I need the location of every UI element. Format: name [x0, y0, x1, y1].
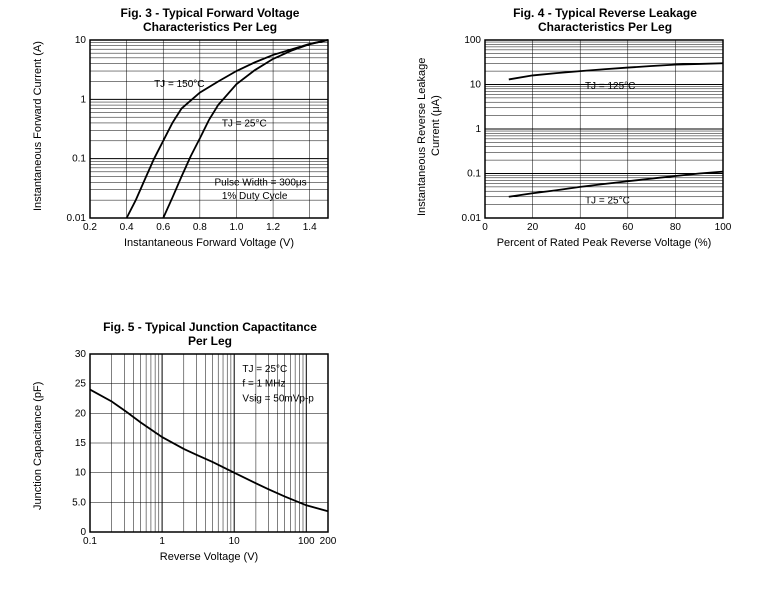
fig4-ylabel-l1: Instantaneous Reverse Leakage: [416, 58, 428, 216]
svg-text:200: 200: [320, 536, 337, 547]
svg-text:10: 10: [75, 35, 87, 46]
svg-text:20: 20: [75, 408, 87, 419]
svg-text:0.1: 0.1: [72, 153, 86, 164]
svg-text:0.6: 0.6: [156, 222, 170, 233]
svg-text:1% Duty Cycle: 1% Duty Cycle: [222, 191, 288, 202]
svg-text:30: 30: [75, 349, 87, 360]
svg-text:25: 25: [75, 378, 87, 389]
svg-text:TJ = 25°C: TJ = 25°C: [222, 118, 267, 129]
svg-text:0.01: 0.01: [462, 213, 482, 224]
svg-text:0.1: 0.1: [467, 168, 481, 179]
svg-text:0: 0: [80, 527, 86, 538]
svg-text:Instantaneous Forward Voltage: Instantaneous Forward Voltage (V): [124, 237, 294, 249]
svg-text:10: 10: [229, 536, 241, 547]
svg-text:0.8: 0.8: [193, 222, 207, 233]
svg-text:100: 100: [298, 536, 315, 547]
fig5-title: Fig. 5 - Typical Junction Capactitance P…: [70, 320, 350, 349]
fig4-container: Fig. 4 - Typical Reverse Leakage Charact…: [420, 6, 750, 260]
svg-text:80: 80: [670, 222, 682, 233]
svg-text:1: 1: [475, 124, 481, 135]
svg-text:Vsig = 50mVp-p: Vsig = 50mVp-p: [242, 393, 314, 404]
fig4-title: Fig. 4 - Typical Reverse Leakage Charact…: [460, 6, 750, 35]
svg-text:1.0: 1.0: [230, 222, 244, 233]
svg-text:10: 10: [75, 467, 87, 478]
svg-text:0.4: 0.4: [120, 222, 134, 233]
svg-text:1.2: 1.2: [266, 222, 280, 233]
svg-text:1: 1: [159, 536, 165, 547]
svg-text:1: 1: [80, 94, 86, 105]
svg-text:TJ = 25°C: TJ = 25°C: [242, 364, 287, 375]
svg-text:10: 10: [470, 79, 482, 90]
fig3-title: Fig. 3 - Typical Forward Voltage Charact…: [70, 6, 350, 35]
svg-text:Reverse Voltage (V): Reverse Voltage (V): [160, 551, 258, 563]
svg-text:5.0: 5.0: [72, 497, 86, 508]
svg-text:TJ = 150°C: TJ = 150°C: [154, 79, 204, 90]
svg-text:100: 100: [464, 35, 481, 46]
fig4-title-line1: Fig. 4 - Typical Reverse Leakage: [513, 6, 697, 20]
fig3-title-line2: Characteristics Per Leg: [143, 20, 277, 34]
svg-text:1.4: 1.4: [303, 222, 317, 233]
svg-text:Percent of Rated Peak Reverse: Percent of Rated Peak Reverse Voltage (%…: [497, 237, 712, 249]
fig5-title-line2: Per Leg: [188, 334, 232, 348]
fig5-container: Fig. 5 - Typical Junction Capactitance P…: [30, 320, 350, 574]
svg-text:TJ = 25°C: TJ = 25°C: [585, 195, 630, 206]
svg-text:100: 100: [715, 222, 732, 233]
fig3-ylabel: Instantaneous Forward Current (A): [32, 41, 44, 211]
svg-text:20: 20: [527, 222, 539, 233]
fig3-container: Fig. 3 - Typical Forward Voltage Charact…: [30, 6, 350, 260]
svg-text:0: 0: [482, 222, 488, 233]
svg-text:Pulse Width = 300μs: Pulse Width = 300μs: [214, 177, 306, 188]
fig3-title-line1: Fig. 3 - Typical Forward Voltage: [121, 6, 300, 20]
fig5-ylabel: Junction Capacitance (pF): [32, 382, 44, 510]
svg-text:TJ = 125°C: TJ = 125°C: [585, 81, 635, 92]
svg-text:0.01: 0.01: [67, 213, 87, 224]
svg-text:15: 15: [75, 438, 87, 449]
fig5-title-line1: Fig. 5 - Typical Junction Capactitance: [103, 320, 317, 334]
svg-text:f = 1 MHz: f = 1 MHz: [242, 378, 285, 389]
fig4-ylabel-l2: Current (μA): [430, 95, 442, 156]
svg-text:60: 60: [622, 222, 634, 233]
fig4-title-line2: Characteristics Per Leg: [538, 20, 672, 34]
svg-text:40: 40: [575, 222, 587, 233]
